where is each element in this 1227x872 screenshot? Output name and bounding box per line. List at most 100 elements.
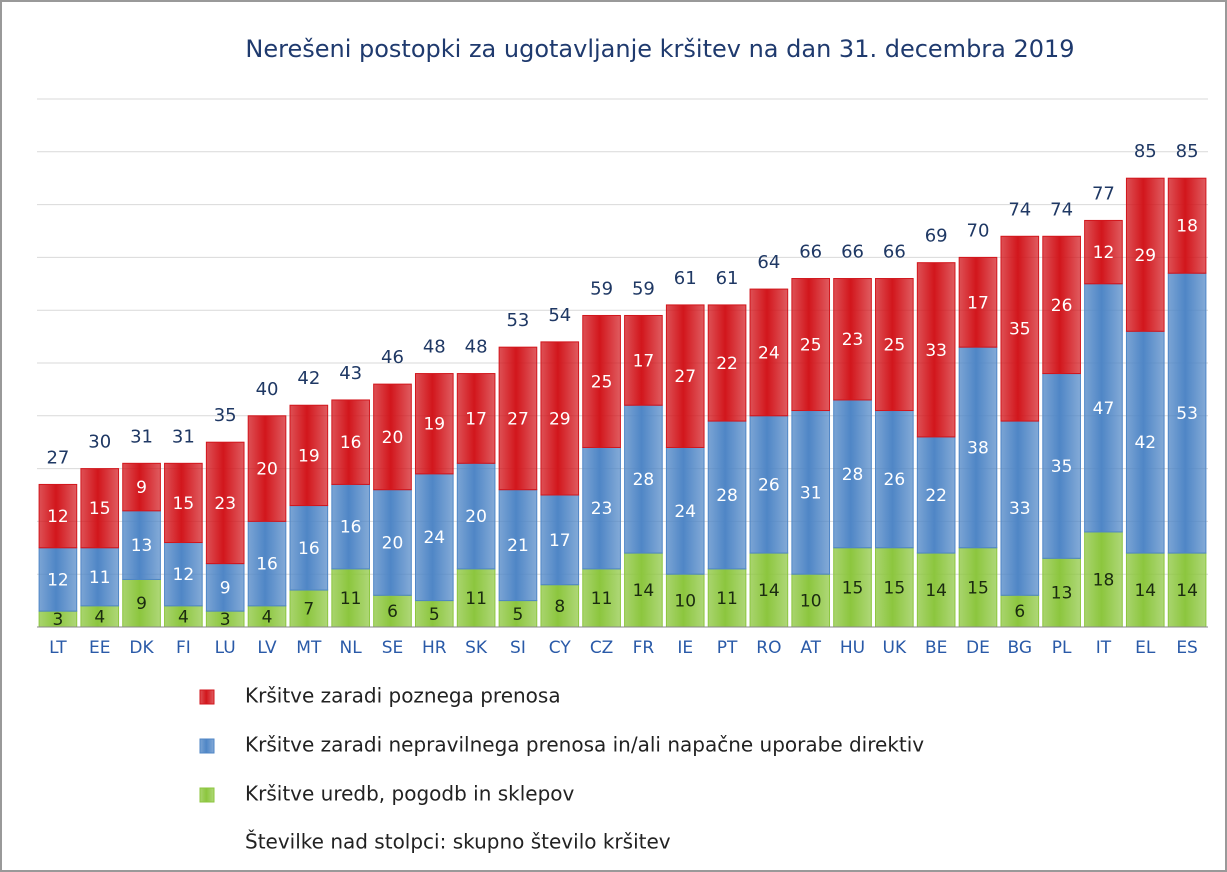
bar-segment bbox=[1042, 235, 1081, 375]
legend-label: Kršitve uredb, pogodb in sklepov bbox=[245, 782, 575, 806]
segment-label: 35 bbox=[1051, 457, 1073, 477]
segment-label: 26 bbox=[758, 475, 780, 495]
footnote: Številke nad stolpci: skupno število krš… bbox=[245, 830, 671, 854]
bar-segment bbox=[373, 489, 412, 596]
bar-segment bbox=[498, 346, 538, 491]
segment-label: 38 bbox=[967, 438, 989, 458]
total-label: 66 bbox=[799, 242, 822, 263]
segment-label: 11 bbox=[89, 568, 111, 588]
segment-label: 42 bbox=[1134, 433, 1156, 453]
segment-label: 17 bbox=[549, 531, 571, 551]
bar-segment bbox=[624, 314, 663, 406]
bar-segment bbox=[122, 510, 161, 580]
total-label: 31 bbox=[130, 426, 153, 447]
segment-label: 14 bbox=[633, 581, 655, 601]
total-label: 77 bbox=[1092, 183, 1115, 204]
segment-label: 22 bbox=[716, 354, 738, 374]
bar-segment bbox=[1000, 420, 1040, 596]
segment-label: 13 bbox=[1051, 584, 1073, 604]
bar-segment bbox=[749, 415, 789, 554]
bar-segment bbox=[289, 589, 329, 628]
bar-segment bbox=[958, 256, 998, 348]
segment-label: 20 bbox=[465, 507, 487, 527]
bar-segment bbox=[164, 462, 203, 544]
total-label: 59 bbox=[632, 278, 655, 299]
bar-segment bbox=[707, 420, 747, 570]
bar-segment bbox=[707, 568, 747, 628]
segment-label: 6 bbox=[387, 602, 398, 622]
segment-label: 35 bbox=[1009, 320, 1031, 340]
x-tick-label: EE bbox=[89, 638, 110, 658]
segment-label: 24 bbox=[674, 502, 696, 522]
bar-segment bbox=[289, 404, 329, 507]
total-label: 85 bbox=[1134, 141, 1157, 162]
segment-label: 25 bbox=[591, 372, 613, 392]
segment-label: 47 bbox=[1093, 399, 1115, 419]
bar-segment bbox=[331, 399, 370, 485]
segment-label: 20 bbox=[382, 534, 404, 554]
segment-label: 17 bbox=[967, 293, 989, 313]
segment-label: 16 bbox=[340, 433, 362, 453]
segment-label: 12 bbox=[47, 507, 69, 527]
segment-label: 21 bbox=[507, 536, 529, 556]
segment-label: 31 bbox=[800, 483, 822, 503]
bar-segment bbox=[791, 573, 831, 628]
bar-segment bbox=[958, 346, 998, 549]
segment-label: 8 bbox=[554, 597, 565, 617]
segment-label: 11 bbox=[591, 589, 613, 609]
bar-segment bbox=[122, 578, 161, 628]
segment-label: 16 bbox=[256, 555, 278, 575]
segment-label: 33 bbox=[925, 341, 947, 361]
bar-segment bbox=[665, 573, 705, 628]
bar-segment bbox=[791, 410, 831, 575]
segment-label: 4 bbox=[262, 607, 273, 627]
x-tick-label: IT bbox=[1096, 638, 1112, 658]
segment-label: 24 bbox=[758, 343, 780, 363]
bar-segment bbox=[916, 262, 956, 438]
bar-segment bbox=[247, 415, 287, 522]
segment-label: 33 bbox=[1009, 499, 1031, 519]
segment-label: 6 bbox=[1014, 602, 1025, 622]
bar-segment bbox=[331, 483, 370, 570]
total-label: 31 bbox=[172, 426, 195, 447]
x-tick-label: EL bbox=[1135, 638, 1156, 658]
bar-segment bbox=[540, 494, 580, 586]
x-tick-label: HR bbox=[422, 638, 447, 658]
segment-label: 10 bbox=[800, 592, 822, 612]
segment-label: 25 bbox=[884, 336, 906, 356]
chart-title: Nerešeni postopki za ugotavljanje kršite… bbox=[245, 35, 1074, 63]
total-label: 35 bbox=[214, 405, 237, 426]
x-tick-label: ES bbox=[1176, 638, 1198, 658]
segment-label: 20 bbox=[256, 460, 278, 480]
x-tick-label: CY bbox=[549, 638, 572, 658]
total-label: 66 bbox=[841, 242, 864, 263]
segment-label: 11 bbox=[340, 589, 362, 609]
segment-label: 12 bbox=[1093, 243, 1115, 263]
segment-label: 26 bbox=[884, 470, 906, 490]
segment-label: 9 bbox=[136, 478, 147, 498]
bar-segment bbox=[1167, 272, 1207, 554]
segment-label: 14 bbox=[1134, 581, 1156, 601]
x-tick-label: DK bbox=[129, 638, 154, 658]
total-label: 74 bbox=[1050, 199, 1073, 220]
x-tick-label: SE bbox=[382, 638, 404, 658]
bar-segment bbox=[122, 462, 161, 512]
segment-label: 26 bbox=[1051, 296, 1073, 316]
x-tick-label: FR bbox=[633, 638, 655, 658]
bar-segment bbox=[1000, 235, 1040, 422]
bar-segment bbox=[205, 563, 245, 612]
segment-label: 28 bbox=[842, 465, 864, 485]
legend-swatch bbox=[199, 787, 215, 803]
total-label: 66 bbox=[883, 242, 906, 263]
total-label: 74 bbox=[1008, 199, 1031, 220]
total-label: 40 bbox=[256, 379, 279, 400]
x-tick-label: PT bbox=[717, 638, 738, 658]
bar-segment bbox=[205, 441, 245, 565]
segment-label: 27 bbox=[507, 409, 529, 429]
x-tick-label: NL bbox=[340, 638, 363, 658]
segment-label: 24 bbox=[423, 528, 445, 548]
segment-label: 29 bbox=[1134, 246, 1156, 266]
segment-label: 3 bbox=[52, 610, 63, 630]
total-label: 85 bbox=[1176, 141, 1199, 162]
total-label: 70 bbox=[967, 220, 990, 241]
